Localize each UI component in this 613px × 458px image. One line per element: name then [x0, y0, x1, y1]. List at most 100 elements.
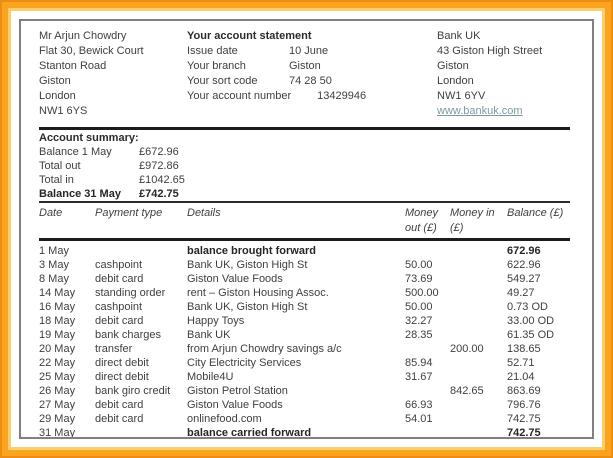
statement-field-row: Your account number 13429946: [187, 89, 437, 104]
summary-row-value: £742.75: [139, 188, 179, 200]
statement-title: Your account statement: [187, 30, 312, 42]
cell-payment-type: debit card: [95, 399, 144, 411]
cell-date: 19 May: [39, 329, 76, 341]
cell-details: Giston Petrol Station: [187, 385, 288, 397]
transaction-row: 18 May debit card Happy Toys 32.27 33.00…: [39, 314, 570, 328]
statement-field-label: Your sort code: [187, 75, 258, 87]
bank-address-line: Giston: [437, 60, 469, 72]
cell-details: Giston Value Foods: [187, 399, 283, 411]
recipient-address-line: Flat 30, Bewick Court: [39, 45, 144, 57]
cell-money-out: 31.67: [405, 371, 433, 383]
statement-sheet: Mr Arjun Chowdry Flat 30, Bewick Court Sta…: [19, 19, 594, 439]
cell-balance: 0.73 OD: [507, 301, 548, 313]
cell-balance: 61.35 OD: [507, 329, 555, 341]
cell-payment-type: direct debit: [95, 371, 149, 383]
statement-field-value: 74 28 50: [289, 75, 332, 87]
transaction-row: 14 May standing order rent – Giston Hous…: [39, 286, 570, 300]
cell-details: Giston Value Foods: [187, 273, 283, 285]
cell-date: 31 May: [39, 427, 76, 439]
cell-details: Bank UK, Giston High St: [187, 259, 308, 271]
transaction-row: 27 May debit card Giston Value Foods 66.…: [39, 398, 570, 412]
statement-field-value: 10 June: [289, 45, 329, 57]
cell-payment-type: direct debit: [95, 357, 149, 369]
bank-address-line: 43 Giston High Street: [437, 45, 543, 57]
statement-paper: Mr Arjun Chowdry Flat 30, Bewick Court Sta…: [11, 11, 602, 447]
cell-money-out: [405, 384, 450, 398]
cell-date: 1 May: [39, 245, 69, 257]
cell-money-in: [450, 328, 507, 342]
summary-row-label: Balance 31 May: [39, 188, 121, 200]
cell-money-in: [450, 244, 507, 258]
cell-date: 25 May: [39, 371, 76, 383]
cell-payment-type: cashpoint: [95, 301, 143, 313]
cell-balance: 33.00 OD: [507, 315, 555, 327]
bank-address-line: Bank UK: [437, 30, 481, 42]
cell-money-out: 50.00: [405, 259, 433, 271]
cell-payment-type: bank charges: [95, 329, 162, 341]
cell-balance: 549.27: [507, 273, 541, 285]
statement-field-label: Issue date: [187, 45, 238, 57]
cell-money-out: [405, 244, 450, 258]
cell-date: 18 May: [39, 315, 76, 327]
cell-payment-type: debit card: [95, 273, 144, 285]
account-summary-row: Total out £972.86: [39, 159, 570, 173]
transaction-row: 25 May direct debit Mobile4U 31.67 21.04: [39, 370, 570, 384]
transactions-header-row: Date Payment type Details Money out (£) Mone…: [39, 203, 570, 238]
cell-payment-type: cashpoint: [95, 259, 143, 271]
cell-date: 16 May: [39, 301, 76, 313]
summary-row-value: £1042.65: [139, 174, 185, 186]
cell-balance: 138.65: [507, 343, 541, 355]
cell-money-out: 50.00: [405, 301, 433, 313]
transactions-column-header: Balance (£): [507, 207, 564, 219]
cell-balance: 863.69: [507, 385, 541, 397]
cell-date: 22 May: [39, 357, 76, 369]
bank-address-lines: Bank UK 43 Giston High Street Giston London…: [437, 29, 570, 104]
transaction-row: 29 May debit card onlinefood.com 54.01 7…: [39, 412, 570, 426]
bank-address-line: London: [437, 75, 474, 87]
summary-top-rule: [39, 127, 570, 130]
cell-date: 3 May: [39, 259, 69, 271]
cell-money-out: 500.00: [405, 287, 439, 299]
transactions-column-header: Money out (£): [405, 207, 439, 234]
account-summary-row: Total in £1042.65: [39, 173, 570, 187]
transaction-row: 3 May cashpoint Bank UK, Giston High St …: [39, 258, 570, 272]
summary-bottom-rule: [39, 201, 570, 203]
cell-money-in: 200.00: [450, 343, 484, 355]
transaction-row: 22 May direct debit City Electricity Ser…: [39, 356, 570, 370]
transaction-row: 8 May debit card Giston Value Foods 73.6…: [39, 272, 570, 286]
recipient-address-line: Mr Arjun Chowdry: [39, 30, 127, 42]
account-summary: Account summary: Balance 1 May £672.96 T…: [39, 130, 570, 201]
cell-balance: 49.27: [507, 287, 535, 299]
cell-date: 27 May: [39, 399, 76, 411]
transaction-row: 20 May transfer from Arjun Chowdry savin…: [39, 342, 570, 356]
transaction-row: 16 May cashpoint Bank UK, Giston High St…: [39, 300, 570, 314]
cell-details: balance carried forward: [187, 427, 312, 439]
cell-date: 29 May: [39, 413, 76, 425]
table-header-rule: [39, 238, 570, 241]
cell-money-in: [450, 412, 507, 426]
cell-balance: 742.75: [507, 427, 541, 439]
transactions-table: 1 May balance brought forward 672.96 3 M…: [39, 241, 570, 439]
statement-field-row: Your branch Giston: [187, 59, 437, 74]
cell-balance: 672.96: [507, 245, 541, 257]
bank-address: Bank UK 43 Giston High Street Giston London…: [437, 29, 570, 119]
recipient-address: Mr Arjun Chowdry Flat 30, Bewick Court Sta…: [39, 29, 187, 119]
cell-money-in: [450, 426, 507, 437]
cell-details: Mobile4U: [187, 371, 234, 383]
summary-row-label: Balance 1 May: [39, 146, 112, 158]
transactions-column-header: Money in (£): [450, 207, 495, 234]
account-summary-row: Balance 31 May £742.75: [39, 187, 570, 201]
cell-money-in: [450, 272, 507, 286]
bank-address-line: NW1 6YV: [437, 90, 486, 102]
cell-balance: 52.71: [507, 357, 535, 369]
statement-info: Your account statement Issue date 10 Jun…: [187, 29, 437, 119]
statement-field-value: 13429946: [317, 90, 367, 102]
cell-date: 14 May: [39, 287, 76, 299]
recipient-address-line: Giston: [39, 75, 71, 87]
cell-details: City Electricity Services: [187, 357, 302, 369]
bank-website-link[interactable]: www.bankuk.com: [437, 105, 523, 117]
recipient-address-line: NW1 6YS: [39, 105, 88, 117]
account-summary-title: Account summary:: [39, 132, 139, 144]
cell-payment-type: transfer: [95, 343, 133, 355]
